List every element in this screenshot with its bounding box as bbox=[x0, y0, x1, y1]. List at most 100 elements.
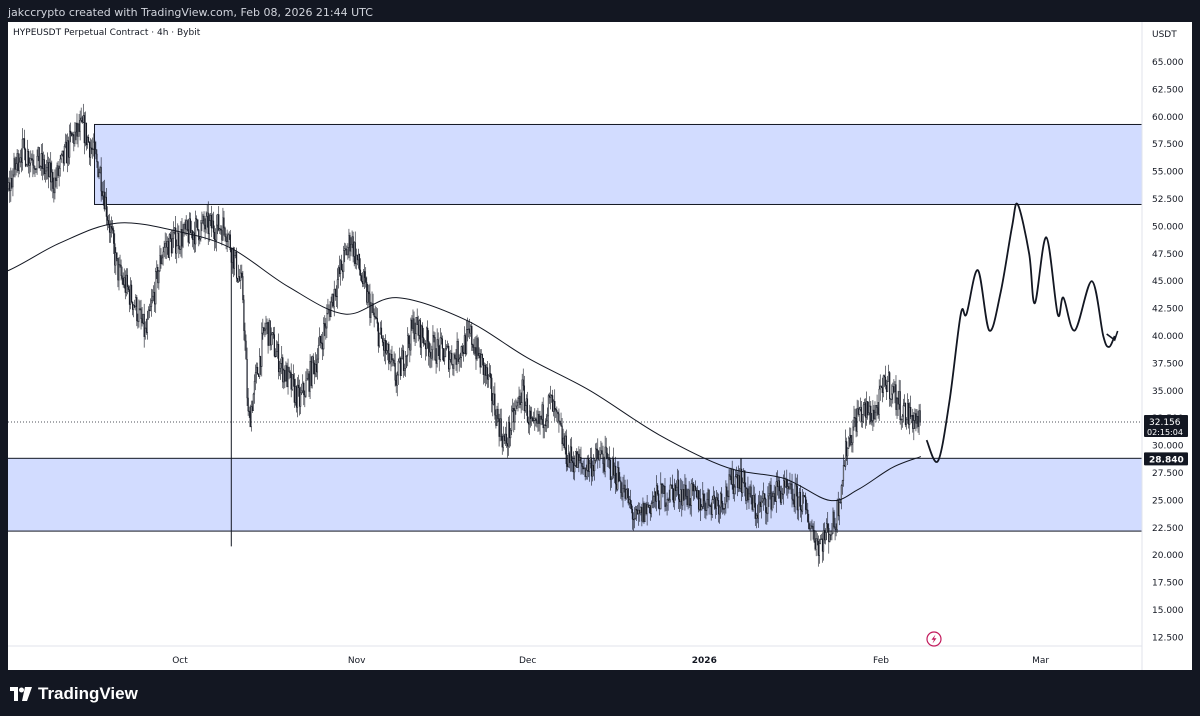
candle bbox=[788, 483, 790, 494]
candle bbox=[53, 177, 55, 203]
candle bbox=[197, 219, 199, 232]
candle bbox=[235, 247, 238, 283]
candle bbox=[285, 361, 287, 383]
candle bbox=[651, 491, 653, 509]
y-tick-label: 55.000 bbox=[1152, 168, 1184, 178]
candle bbox=[601, 442, 603, 455]
candle bbox=[344, 242, 346, 263]
candle bbox=[380, 320, 383, 339]
supply-zone[interactable] bbox=[94, 123, 1143, 205]
candle bbox=[859, 397, 861, 412]
bolt-icon[interactable] bbox=[926, 631, 942, 647]
candle bbox=[718, 504, 721, 524]
candle bbox=[323, 317, 325, 357]
candle bbox=[264, 322, 266, 338]
candle bbox=[8, 177, 10, 192]
candle bbox=[553, 399, 555, 417]
candle bbox=[38, 147, 40, 169]
candle bbox=[29, 157, 31, 178]
candle bbox=[217, 213, 219, 235]
candle bbox=[707, 488, 709, 509]
tradingview-logo-icon bbox=[10, 687, 32, 701]
candle bbox=[804, 495, 806, 498]
candle bbox=[483, 362, 485, 384]
y-tick-label: 57.500 bbox=[1152, 140, 1184, 150]
candle bbox=[786, 469, 788, 496]
candle bbox=[224, 226, 226, 242]
candle bbox=[211, 213, 214, 229]
caption-bar: jakccrypto created with TradingView.com,… bbox=[0, 0, 1200, 22]
candle bbox=[76, 113, 78, 145]
candle bbox=[345, 243, 347, 256]
candle bbox=[843, 460, 846, 467]
candle bbox=[496, 405, 498, 427]
candle bbox=[337, 265, 340, 289]
candle bbox=[332, 293, 334, 309]
candle bbox=[918, 404, 920, 435]
candle bbox=[533, 411, 535, 424]
candle bbox=[107, 214, 110, 229]
candle bbox=[435, 348, 437, 374]
candle bbox=[426, 326, 428, 357]
candle bbox=[748, 486, 750, 510]
price-chart[interactable]: HYPEUSDT Perpetual Contract · 4h · Bybit… bbox=[0, 22, 1192, 670]
candle bbox=[831, 522, 833, 541]
candle bbox=[102, 180, 104, 206]
candle bbox=[14, 156, 16, 178]
candle bbox=[319, 335, 322, 349]
candle bbox=[749, 484, 751, 498]
candle bbox=[184, 219, 186, 235]
candle bbox=[725, 480, 727, 514]
candle bbox=[438, 344, 440, 372]
candle bbox=[532, 416, 534, 422]
price-axis[interactable]: 12.500 15.000 17.500 20.000 22.500 25.000 27.5… bbox=[1152, 58, 1184, 643]
brand[interactable]: TradingView bbox=[10, 684, 138, 704]
candle bbox=[78, 114, 80, 137]
candle bbox=[381, 335, 384, 347]
candle bbox=[759, 495, 762, 513]
candle bbox=[72, 131, 74, 143]
candle bbox=[391, 345, 393, 367]
candle bbox=[571, 456, 574, 473]
candle bbox=[95, 141, 97, 160]
candle bbox=[193, 221, 196, 253]
candle bbox=[327, 298, 329, 315]
projection-path[interactable] bbox=[925, 202, 1116, 463]
candle bbox=[881, 377, 883, 403]
candle bbox=[466, 317, 469, 342]
candle bbox=[657, 483, 659, 496]
candle bbox=[355, 248, 357, 270]
candle bbox=[128, 285, 131, 313]
candle bbox=[723, 507, 725, 514]
demand-zone[interactable] bbox=[0, 457, 1143, 532]
candle bbox=[225, 233, 227, 250]
candle bbox=[108, 213, 111, 243]
candle bbox=[489, 363, 491, 378]
candle bbox=[245, 334, 247, 360]
candle bbox=[12, 168, 14, 197]
candle bbox=[432, 325, 434, 361]
candle bbox=[175, 216, 177, 260]
candle bbox=[729, 467, 731, 481]
candle bbox=[537, 407, 539, 432]
zones-layer bbox=[0, 123, 1143, 532]
candle bbox=[191, 229, 194, 248]
projection-arrowhead bbox=[1106, 330, 1119, 342]
candle bbox=[898, 379, 900, 410]
candle bbox=[708, 489, 710, 515]
x-tick-label: Oct bbox=[172, 656, 188, 666]
candle bbox=[324, 315, 326, 337]
candle bbox=[507, 416, 510, 456]
candle bbox=[692, 482, 694, 501]
candle bbox=[87, 134, 90, 143]
candle bbox=[783, 474, 785, 505]
chart-frame[interactable]: HYPEUSDT Perpetual Contract · 4h · Bybit… bbox=[0, 22, 1192, 670]
candle bbox=[440, 332, 442, 345]
candle bbox=[919, 403, 921, 426]
candle bbox=[351, 230, 353, 249]
candle bbox=[48, 156, 50, 189]
candle bbox=[667, 497, 669, 511]
time-axis[interactable]: Oct Nov Dec 2026 Feb Mar bbox=[172, 656, 1049, 666]
candle bbox=[756, 504, 758, 524]
candle bbox=[199, 235, 201, 245]
